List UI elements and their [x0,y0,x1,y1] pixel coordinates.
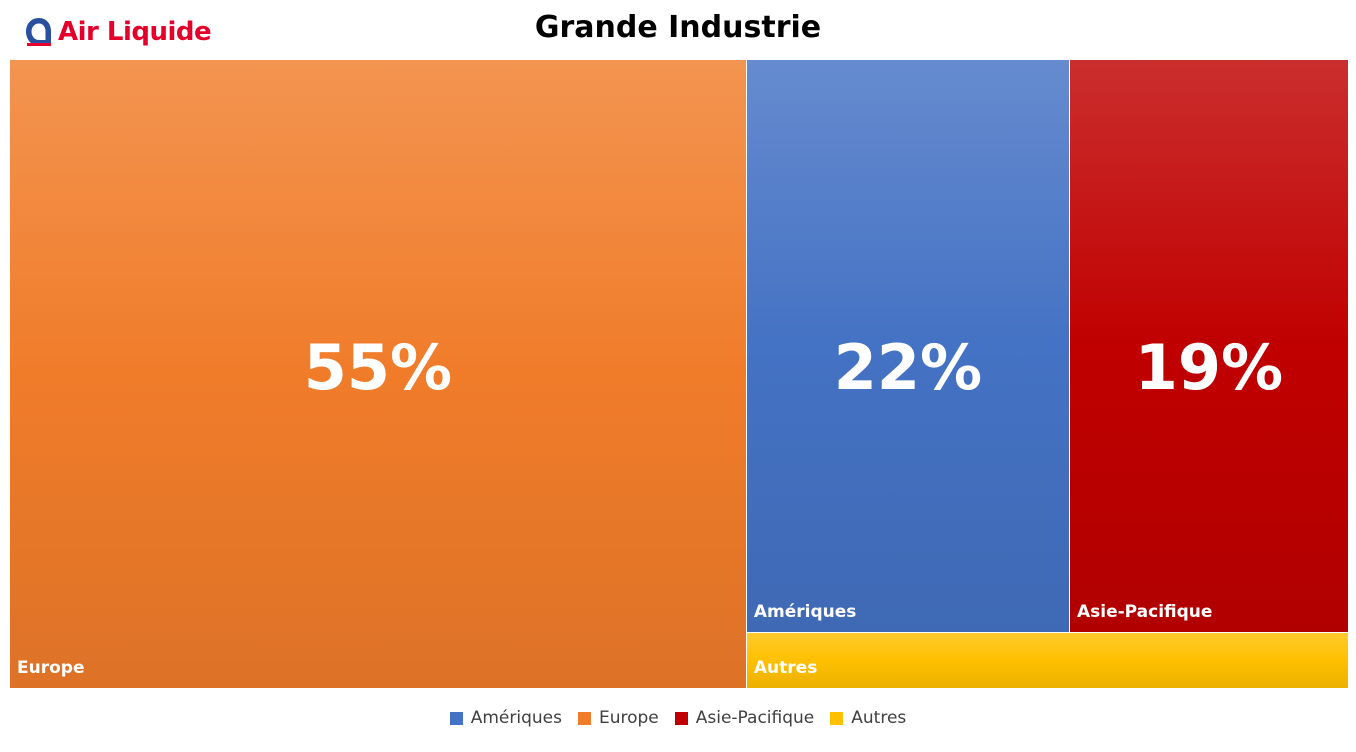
treemap-tile-ameriques: 22% Amériques [746,60,1069,633]
tile-value-europe: 55% [303,330,453,404]
legend-swatch-autres [830,711,844,725]
air-liquide-logo-icon [26,18,51,46]
legend-label-asie-pacifique: Asie-Pacifique [695,708,815,728]
legend-swatch-europe [577,711,591,725]
legend-item-europe: Europe [577,708,659,728]
brand-logo: Air Liquide [24,14,212,50]
brand-name-liquide: Liquide [106,17,212,47]
treemap-tile-europe: 55% Europe [10,60,746,688]
legend-swatch-asie-pacifique [674,711,688,725]
tile-label-europe: Europe [17,658,85,678]
chart-legend: Amériques Europe Asie-Pacifique Autres [0,708,1356,728]
treemap-tile-autres: Autres [746,633,1348,688]
treemap-tile-asie-pacifique: 19% Asie-Pacifique [1069,60,1348,633]
legend-label-ameriques: Amériques [470,708,562,728]
brand-name: Air Liquide [58,17,212,47]
legend-label-europe: Europe [598,708,659,728]
tile-label-ameriques: Amériques [753,602,857,623]
legend-swatch-ameriques [449,711,463,725]
legend-item-asie-pacifique: Asie-Pacifique [674,708,815,728]
legend-item-autres: Autres [830,708,906,728]
tile-label-asie-pacifique: Asie-Pacifique [1076,602,1213,623]
tile-value-ameriques: 22% [833,330,983,404]
legend-label-autres: Autres [851,708,907,728]
tile-label-autres: Autres [753,657,818,678]
tile-value-asie-pacifique: 19% [1134,330,1284,404]
treemap-plot-area: 55% Europe 22% Amériques 19% Asie-Pacifique Au… [10,60,1348,688]
brand-name-air: Air [58,17,107,47]
legend-item-ameriques: Amériques [449,708,562,728]
chart-title: Grande Industrie [534,10,822,45]
